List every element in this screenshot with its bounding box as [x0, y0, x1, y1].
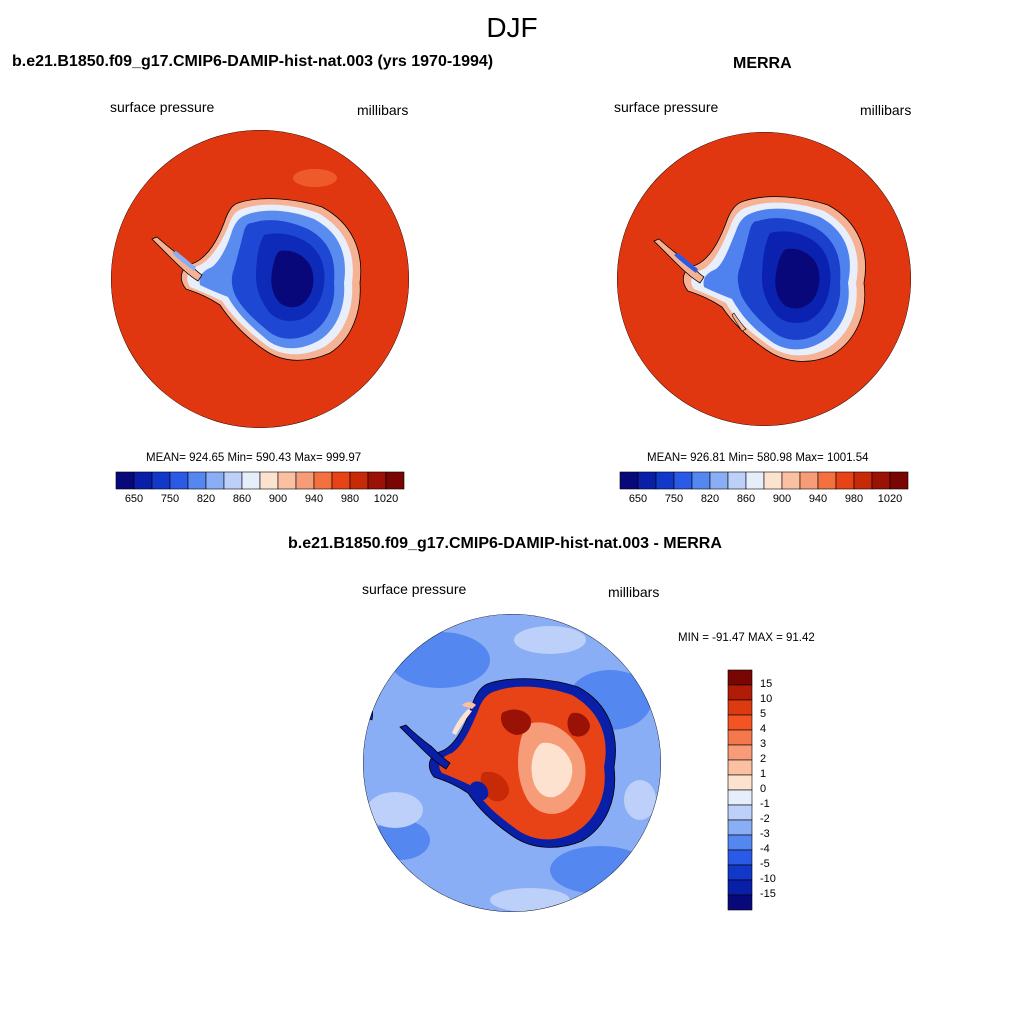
panel2-colorbar-swatch — [619, 471, 639, 490]
panel2-colorbar-swatch — [655, 471, 675, 490]
panel3-map — [363, 614, 661, 912]
panel3-title: b.e21.B1850.f09_g17.CMIP6-DAMIP-hist-nat… — [288, 535, 722, 552]
panel1-colorbar — [115, 471, 405, 490]
panel2-title: MERRA — [733, 55, 792, 72]
panel2-colorbar-tick-label: 900 — [772, 493, 792, 505]
panel1-map — [111, 130, 409, 428]
panel2-variable-label: surface pressure — [614, 99, 719, 115]
panel1-colorbar-swatch — [385, 471, 405, 490]
panel3-colorbar-swatch — [727, 714, 753, 731]
panel3-units-label: millibars — [608, 584, 660, 600]
panel2-colorbar-swatch — [853, 471, 873, 490]
panel1-colorbar-swatch — [187, 471, 207, 490]
panel3-colorbar-tick-label: 0 — [760, 783, 767, 795]
panel3-colorbar-tick-label: -1 — [760, 798, 770, 810]
panel1-colorbar-swatch — [295, 471, 315, 490]
panel2-colorbar-swatch — [799, 471, 819, 490]
panel3-colorbar-swatch — [727, 879, 753, 896]
panel2-colorbar-swatch — [889, 471, 909, 490]
panel3-colorbar-swatch — [727, 894, 753, 911]
panel1-colorbar-swatch — [115, 471, 135, 490]
panel1-colorbar-swatch — [133, 471, 153, 490]
panel1-colorbar-tick-label: 900 — [268, 493, 288, 505]
panel1-variable-label: surface pressure — [110, 99, 215, 115]
panel3-colorbar-tick-label: 3 — [760, 738, 767, 750]
panel1-units-label: millibars — [357, 102, 409, 118]
panel3-colorbar-tick-label: 2 — [760, 753, 767, 765]
panel1-colorbar-swatch — [205, 471, 225, 490]
panel3-colorbar-swatch — [727, 774, 753, 791]
panel2-colorbar-tick-label: 860 — [736, 493, 756, 505]
panel3-colorbar — [727, 669, 753, 911]
panel2-colorbar-swatch — [709, 471, 729, 490]
panel2-colorbar-swatch — [673, 471, 693, 490]
panel2-colorbar-tick-label: 750 — [664, 493, 684, 505]
panel3-colorbar-tick-label: 4 — [760, 723, 767, 735]
panel2-colorbar-swatch — [781, 471, 801, 490]
panel2-colorbar-tick-label: 650 — [628, 493, 648, 505]
panel3-colorbar-tick-label: -15 — [760, 888, 776, 900]
panel3-colorbar-swatch — [727, 789, 753, 806]
panel3-colorbar-tick-label: -2 — [760, 813, 770, 825]
panel2-colorbar-tick-label: 980 — [844, 493, 864, 505]
panel3-colorbar-swatch — [727, 804, 753, 821]
panel3-stats: MIN = -91.47 MAX = 91.42 — [678, 632, 815, 644]
panel3-colorbar-tick-label: 15 — [760, 678, 773, 690]
panel3-colorbar-swatch — [727, 729, 753, 746]
panel2-colorbar-tick-label: 940 — [808, 493, 828, 505]
panel3-variable-label: surface pressure — [362, 581, 467, 597]
panel2-colorbar-swatch — [691, 471, 711, 490]
panel1-colorbar-tick-label: 820 — [196, 493, 216, 505]
panel1-colorbar-tick-label: 940 — [304, 493, 324, 505]
panel1-colorbar-tick-label: 980 — [340, 493, 360, 505]
panel3-colorbar-swatch — [727, 759, 753, 776]
panel3-colorbar-swatch — [727, 684, 753, 701]
panel3-colorbar-tick-label: -3 — [760, 828, 770, 840]
panel1-title: b.e21.B1850.f09_g17.CMIP6-DAMIP-hist-nat… — [12, 53, 494, 70]
panel2-colorbar-swatch — [745, 471, 765, 490]
panel2-colorbar-tick-label: 820 — [700, 493, 720, 505]
panel1-colorbar-tick-label: 860 — [232, 493, 252, 505]
panel1-colorbar-swatch — [367, 471, 387, 490]
panel1-colorbar-swatch — [331, 471, 351, 490]
panel2-colorbar-swatch — [727, 471, 747, 490]
panel3-colorbar-tick-label: 1 — [760, 768, 767, 780]
panel1-colorbar-swatch — [349, 471, 369, 490]
panel1-colorbar-tick-label: 750 — [160, 493, 180, 505]
panel3-colorbar-swatch — [727, 864, 753, 881]
panel1-colorbar-swatch — [151, 471, 171, 490]
panel1-colorbar-swatch — [223, 471, 243, 490]
panel3-colorbar-tick-label: -4 — [760, 843, 770, 855]
panel2-colorbar-swatch — [835, 471, 855, 490]
panel2-map — [617, 132, 911, 426]
panel2-stats: MEAN= 926.81 Min= 580.98 Max= 1001.54 — [647, 452, 869, 464]
panel3-colorbar-tick-label: -10 — [760, 873, 776, 885]
panel3-colorbar-swatch — [727, 834, 753, 851]
panel3-colorbar-tick-label: 5 — [760, 708, 767, 720]
panel3-colorbar-tick-label: 10 — [760, 693, 773, 705]
panel1-colorbar-swatch — [169, 471, 189, 490]
panel2-units-label: millibars — [860, 102, 912, 118]
panel2-colorbar — [619, 471, 909, 490]
panel1-colorbar-swatch — [259, 471, 279, 490]
panel2-colorbar-swatch — [871, 471, 891, 490]
panel3-colorbar-tick-label: -5 — [760, 858, 770, 870]
panel3-colorbar-swatch — [727, 699, 753, 716]
panel1-colorbar-swatch — [241, 471, 261, 490]
panel1-colorbar-swatch — [313, 471, 333, 490]
panel3-colorbar-swatch — [727, 669, 753, 686]
panel3-colorbar-swatch — [727, 744, 753, 761]
panel2-colorbar-tick-label: 1020 — [877, 493, 903, 505]
page-title: DJF — [486, 12, 538, 43]
panel1-colorbar-tick-label: 1020 — [373, 493, 399, 505]
panel1-stats: MEAN= 924.65 Min= 590.43 Max= 999.97 — [146, 452, 362, 464]
panel1-colorbar-tick-label: 650 — [124, 493, 144, 505]
panel2-colorbar-swatch — [637, 471, 657, 490]
panel3-colorbar-swatch — [727, 849, 753, 866]
panel2-colorbar-swatch — [817, 471, 837, 490]
panel2-colorbar-swatch — [763, 471, 783, 490]
panel1-colorbar-swatch — [277, 471, 297, 490]
panel3-colorbar-swatch — [727, 819, 753, 836]
